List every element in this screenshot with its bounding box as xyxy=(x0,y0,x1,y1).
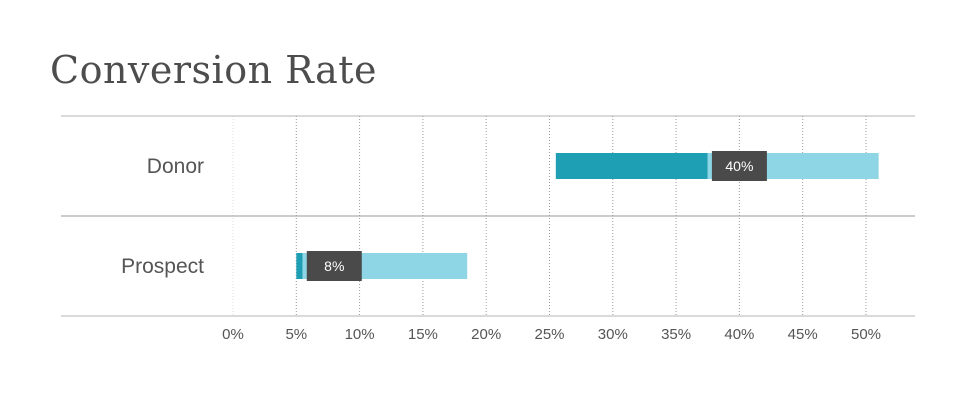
value-label: 8% xyxy=(324,258,344,274)
chart-title: Conversion Rate xyxy=(50,48,378,92)
x-tick-label: 15% xyxy=(408,326,438,343)
x-tick-label: 30% xyxy=(598,326,628,343)
x-tick-label: 20% xyxy=(471,326,501,343)
x-tick-label: 25% xyxy=(534,326,564,343)
category-label: Donor xyxy=(147,155,204,178)
bar-dark-segment xyxy=(296,253,303,279)
value-box xyxy=(306,251,362,281)
value-label: 40% xyxy=(725,158,753,174)
x-tick-label: 35% xyxy=(661,326,691,343)
value-box xyxy=(711,151,767,181)
x-tick-label: 45% xyxy=(788,326,818,343)
bar-dark-segment xyxy=(555,153,708,179)
x-tick-label: 10% xyxy=(345,326,375,343)
x-tick-label: 50% xyxy=(851,326,881,343)
x-tick-label: 0% xyxy=(222,326,244,343)
x-tick-label: 5% xyxy=(285,326,307,343)
x-tick-label: 40% xyxy=(724,326,754,343)
category-label: Prospect xyxy=(121,255,204,278)
